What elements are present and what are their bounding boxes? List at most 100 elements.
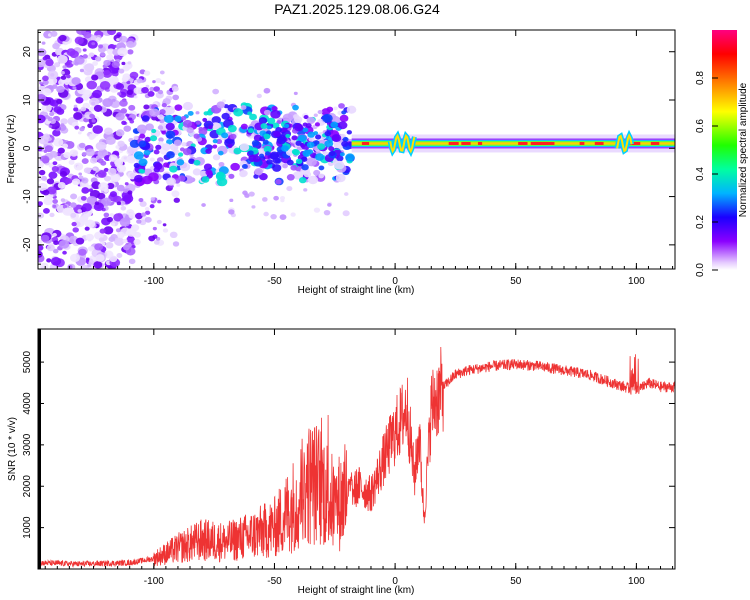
spectrum-blob (295, 140, 302, 146)
spectrum-blob (133, 151, 144, 160)
spectrum-blob (62, 143, 69, 149)
spectrum-blob (253, 174, 259, 179)
spectrum-blob (267, 117, 276, 125)
spectrum-blob (263, 133, 271, 140)
spectrum-blob (302, 127, 309, 133)
spectrum-blob (77, 131, 82, 135)
spectrum-blob (285, 149, 294, 156)
spectrogram-y-tick-label: -20 (22, 237, 33, 252)
spectrum-blob (84, 63, 95, 72)
spectrum-blob (51, 165, 60, 173)
spectrum-blob (285, 133, 291, 138)
spectrum-blob (117, 92, 122, 96)
spectrum-blob (161, 102, 167, 108)
spectrum-blob (211, 122, 221, 130)
spectrum-blob (79, 126, 85, 132)
spectrum-blob (182, 119, 193, 128)
spectrum-blob (77, 209, 82, 213)
spectrum-blob (133, 87, 142, 95)
spectrum-blob (165, 122, 175, 131)
spectrum-blob (180, 115, 187, 121)
spectrum-blob (41, 103, 52, 113)
spectrum-blob (303, 188, 308, 192)
spectrum-blob (106, 182, 115, 190)
spectrum-blob (202, 117, 208, 122)
spectrum-blob (249, 113, 257, 121)
spectrogram-x-ticks: -100 -50 0 50 100 (44, 30, 674, 287)
spectrum-blob (88, 260, 95, 266)
spectrum-blob (85, 233, 94, 241)
spectrum-blob (173, 139, 182, 147)
spectrum-blob (264, 151, 271, 156)
spectrogram-y-tick-label: 20 (22, 46, 33, 58)
spectrum-blob (93, 261, 103, 269)
spectrum-blob (216, 171, 225, 179)
spectrum-blob (171, 190, 180, 198)
spectrum-blob (93, 104, 103, 112)
spectrogram-x-tick-label: 50 (510, 276, 522, 287)
spectrum-blob (105, 241, 114, 249)
spectrum-blob (248, 150, 254, 156)
spectrum-blob (259, 153, 265, 158)
spectrum-blob (133, 135, 139, 141)
spectrum-blob (63, 151, 71, 159)
spectrum-blob (108, 236, 116, 242)
spectrum-blob (104, 127, 113, 135)
spectrum-blob (313, 113, 318, 118)
spectrum-blob (205, 169, 213, 176)
spectrum-blob (323, 209, 331, 216)
spectrum-blob (69, 149, 79, 157)
spectrum-blob (62, 207, 73, 216)
spectrum-blob (88, 246, 93, 250)
spectrum-blob (128, 104, 136, 111)
spectrum-blob (115, 129, 125, 137)
spectrum-blob (193, 159, 201, 166)
carrier-peak (650, 141, 660, 145)
spectrum-blob (106, 54, 114, 61)
spectrogram-x-tick-label: -50 (267, 276, 282, 287)
spectrum-blob (38, 244, 44, 251)
spectrum-blob (119, 217, 131, 227)
spectrum-blob (115, 83, 125, 90)
spectrum-blob (174, 115, 182, 122)
spectrum-blob (156, 157, 164, 163)
spectrum-blob (315, 134, 322, 140)
spectrum-blob (307, 131, 315, 138)
spectrum-blob (292, 149, 301, 156)
spectrum-blob (172, 241, 180, 247)
spectrum-blob (91, 42, 96, 46)
spectrum-blob (126, 89, 134, 96)
spectrum-blob (88, 52, 95, 58)
spectrum-blob (81, 187, 90, 194)
spectrum-blob (344, 192, 349, 196)
spectrum-blob (82, 89, 92, 98)
spectrum-blob (177, 152, 184, 157)
spectrum-blob (46, 178, 55, 185)
spectrum-blob (313, 169, 321, 176)
spectrum-blob (92, 89, 103, 99)
carrier-core (351, 142, 675, 145)
spectrum-blob (38, 93, 47, 103)
spectrum-blob (86, 80, 98, 90)
spectrum-blob (330, 121, 338, 128)
snr-y-tick-label: 2000 (22, 475, 33, 498)
spectrum-blob (73, 112, 83, 120)
spectrum-blob (326, 106, 334, 113)
spectrum-blob (149, 108, 160, 117)
spectrum-blob (126, 155, 137, 164)
spectrum-blob (42, 189, 50, 196)
spectrum-blob (98, 182, 109, 191)
spectrum-blob (88, 188, 93, 192)
spectrum-blob (157, 199, 162, 204)
spectrum-blob (169, 165, 178, 173)
snr-y-ticks: 1000 2000 3000 4000 5000 (22, 328, 675, 570)
spectrum-blob (76, 165, 81, 169)
spectrum-blob (99, 52, 106, 57)
spectrum-blob (181, 142, 187, 147)
spectrum-blob (279, 196, 286, 201)
spectrum-blob (198, 128, 208, 136)
colorbar: 0.0 0.2 0.4 0.6 0.8 Normalized spectral ampl… (695, 30, 749, 277)
spectrum-blob (169, 231, 178, 239)
spectrogram-x-label: Height of straight line (km) (298, 285, 415, 296)
